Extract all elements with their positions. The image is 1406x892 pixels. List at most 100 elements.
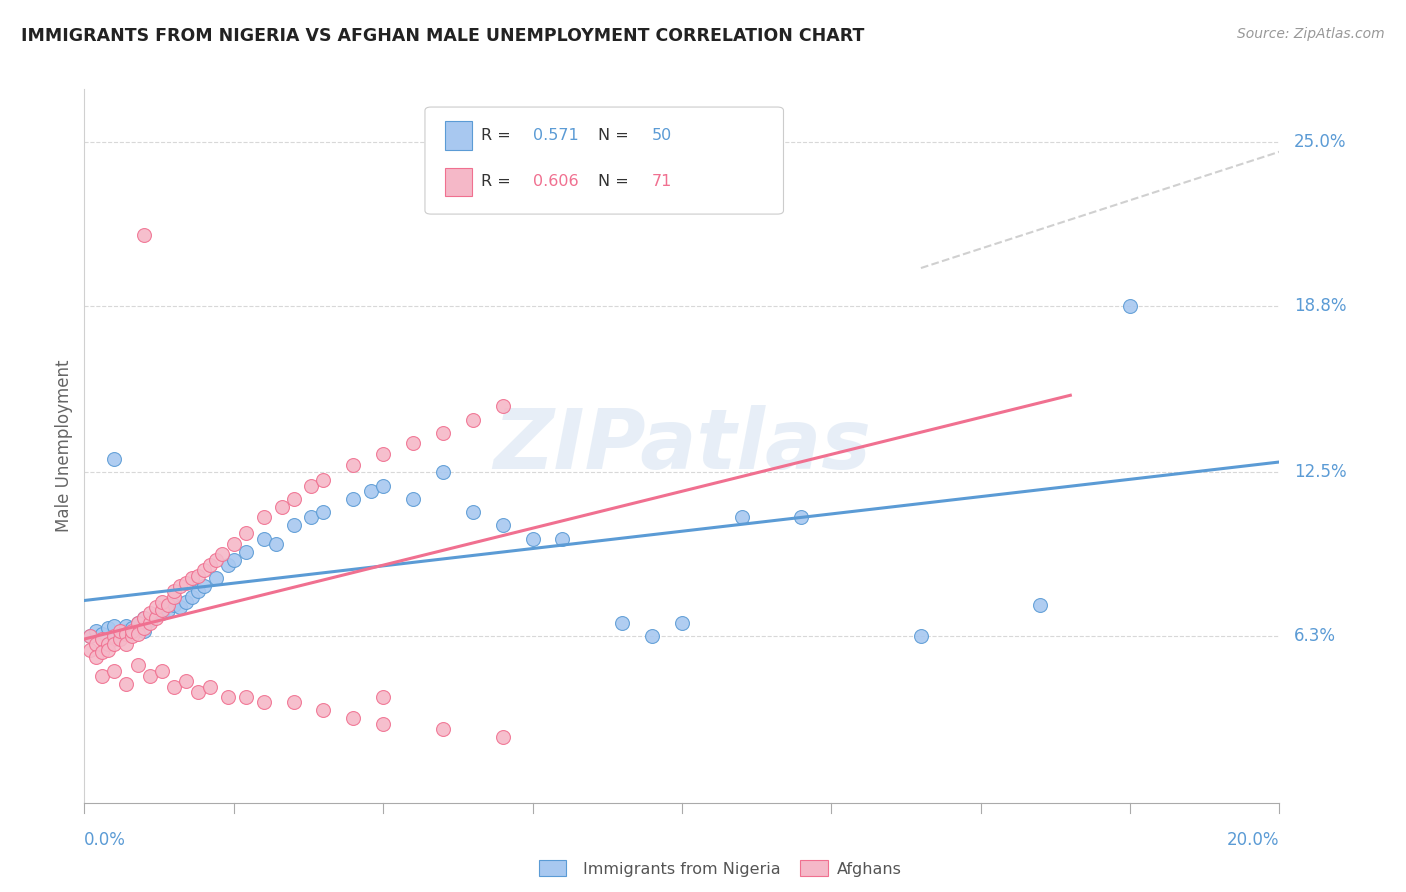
- Point: [79, 629, 101, 643]
- Point: [235, 690, 257, 704]
- Text: Afghans: Afghans: [837, 863, 901, 877]
- FancyBboxPatch shape: [446, 168, 471, 196]
- Point: [115, 626, 138, 640]
- Point: [198, 680, 221, 694]
- Point: [121, 624, 143, 638]
- Point: [235, 526, 257, 541]
- Point: [86, 624, 108, 638]
- Point: [283, 695, 305, 709]
- Point: [671, 616, 693, 631]
- Point: [910, 629, 932, 643]
- Point: [169, 579, 191, 593]
- Point: [103, 632, 125, 646]
- Text: 18.8%: 18.8%: [1294, 297, 1347, 315]
- Point: [163, 598, 186, 612]
- Point: [235, 545, 257, 559]
- Point: [371, 716, 394, 731]
- Point: [139, 669, 162, 683]
- Point: [150, 606, 173, 620]
- Text: ZIPatlas: ZIPatlas: [494, 406, 870, 486]
- Point: [283, 518, 305, 533]
- Point: [187, 685, 209, 699]
- Point: [301, 478, 323, 492]
- Point: [91, 645, 114, 659]
- Point: [79, 629, 101, 643]
- Text: 12.5%: 12.5%: [1294, 464, 1347, 482]
- Point: [91, 626, 114, 640]
- Text: Source: ZipAtlas.com: Source: ZipAtlas.com: [1237, 27, 1385, 41]
- Point: [145, 600, 167, 615]
- Point: [110, 624, 132, 638]
- Text: R =: R =: [481, 175, 516, 189]
- Text: 71: 71: [652, 175, 672, 189]
- Point: [1029, 598, 1052, 612]
- Text: 50: 50: [652, 128, 672, 143]
- Point: [115, 624, 138, 638]
- Text: N =: N =: [599, 128, 634, 143]
- Point: [253, 695, 276, 709]
- Point: [110, 626, 132, 640]
- Point: [115, 637, 138, 651]
- Text: 0.571: 0.571: [533, 128, 578, 143]
- Bar: [538, 860, 567, 876]
- Point: [187, 584, 209, 599]
- Text: 0.606: 0.606: [533, 175, 578, 189]
- Point: [127, 616, 149, 631]
- Point: [180, 571, 202, 585]
- Point: [103, 618, 125, 632]
- Point: [169, 600, 191, 615]
- Text: Immigrants from Nigeria: Immigrants from Nigeria: [583, 863, 782, 877]
- Point: [253, 532, 276, 546]
- Point: [150, 603, 173, 617]
- Point: [163, 680, 186, 694]
- Point: [432, 722, 454, 736]
- Point: [163, 590, 186, 604]
- Point: [301, 510, 323, 524]
- Point: [193, 579, 215, 593]
- Point: [97, 642, 120, 657]
- Point: [492, 400, 515, 414]
- Point: [86, 650, 108, 665]
- Point: [174, 576, 197, 591]
- Text: IMMIGRANTS FROM NIGERIA VS AFGHAN MALE UNEMPLOYMENT CORRELATION CHART: IMMIGRANTS FROM NIGERIA VS AFGHAN MALE U…: [21, 27, 865, 45]
- Point: [217, 558, 239, 572]
- Point: [163, 584, 186, 599]
- Point: [174, 595, 197, 609]
- Point: [174, 674, 197, 689]
- Point: [115, 618, 138, 632]
- Point: [312, 703, 335, 717]
- Point: [371, 447, 394, 461]
- Point: [157, 598, 180, 612]
- Point: [205, 571, 228, 585]
- Point: [790, 510, 813, 524]
- Point: [79, 642, 101, 657]
- Point: [360, 483, 382, 498]
- Point: [121, 629, 143, 643]
- Point: [127, 626, 149, 640]
- Point: [217, 690, 239, 704]
- Point: [193, 563, 215, 577]
- Point: [253, 510, 276, 524]
- Point: [139, 614, 162, 628]
- Point: [139, 616, 162, 631]
- Point: [610, 616, 633, 631]
- Point: [150, 595, 173, 609]
- Point: [103, 452, 125, 467]
- Point: [110, 632, 132, 646]
- Point: [1119, 299, 1142, 313]
- Point: [180, 590, 202, 604]
- Point: [132, 611, 156, 625]
- Point: [97, 621, 120, 635]
- Point: [492, 730, 515, 744]
- Point: [222, 537, 245, 551]
- Point: [641, 629, 664, 643]
- Text: 6.3%: 6.3%: [1294, 627, 1336, 645]
- Point: [402, 436, 425, 450]
- Point: [205, 552, 228, 566]
- Point: [342, 458, 364, 472]
- Point: [145, 611, 167, 625]
- Y-axis label: Male Unemployment: Male Unemployment: [55, 359, 73, 533]
- Point: [145, 608, 167, 623]
- Point: [432, 425, 454, 440]
- Point: [312, 505, 335, 519]
